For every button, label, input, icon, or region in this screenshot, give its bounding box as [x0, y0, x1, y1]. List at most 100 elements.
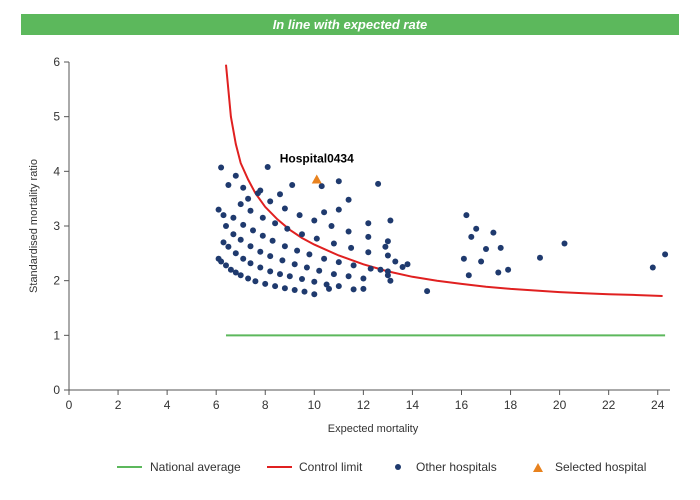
other-hospital-point — [662, 251, 669, 258]
legend-selected-hospital-label: Selected hospital — [555, 460, 646, 474]
other-hospital-point — [299, 231, 305, 238]
other-hospital-point — [345, 228, 352, 235]
other-hospital-point — [365, 220, 372, 227]
other-hospital-point — [311, 278, 318, 285]
x-tick-label: 14 — [406, 398, 420, 412]
other-hospital-point — [299, 276, 305, 282]
other-hospital-point — [227, 266, 234, 273]
y-ticks: 0 1 2 3 4 5 6 — [53, 55, 69, 397]
x-tick-label: 4 — [164, 398, 171, 412]
other-hospital-point — [247, 260, 254, 267]
legend-item-selected-hospital: Selected hospital — [533, 460, 646, 474]
x-tick-label: 20 — [553, 398, 567, 412]
other-hospital-point — [262, 280, 269, 287]
other-hospital-point — [463, 212, 470, 219]
x-tick-label: 8 — [262, 398, 269, 412]
legend-other-hospitals-label: Other hospitals — [416, 460, 497, 474]
other-hospital-point — [365, 233, 372, 240]
other-hospital-point — [460, 255, 467, 262]
other-hospital-point — [326, 285, 332, 292]
control-limit-layer — [225, 64, 663, 297]
other-hospital-point — [303, 264, 310, 271]
other-hospital-point — [289, 182, 296, 188]
other-hospital-point — [240, 255, 247, 262]
other-hospital-point — [316, 267, 323, 274]
other-hospital-point — [392, 258, 399, 265]
other-hospital-point — [230, 231, 237, 238]
other-hospital-point — [291, 261, 298, 268]
y-tick-label: 6 — [53, 55, 60, 69]
selected-hospital-label: Hospital0434 — [280, 152, 354, 166]
other-hospital-point — [257, 264, 264, 271]
other-hospital-point — [404, 261, 411, 268]
other-hospital-point — [365, 249, 372, 256]
other-hospital-point — [483, 246, 489, 252]
other-hospital-point — [267, 198, 274, 205]
other-hospital-point — [384, 272, 391, 279]
other-hospital-point — [281, 243, 288, 250]
legend-other-hospitals-swatch — [395, 464, 401, 470]
other-hospital-point — [247, 207, 254, 214]
other-hospital-point — [272, 220, 279, 227]
other-hospital-point — [468, 233, 475, 240]
x-ticks: 0 2 4 6 8 10 12 14 16 18 20 22 24 — [66, 390, 665, 412]
other-hospital-point — [345, 273, 352, 280]
selected-hospital-marker — [311, 174, 322, 184]
y-tick-label: 4 — [53, 164, 60, 178]
other-hospital-point — [225, 243, 232, 250]
y-tick-label: 5 — [53, 110, 60, 124]
legend-national-average-label: National average — [150, 460, 241, 474]
other-hospital-point — [259, 232, 266, 239]
other-hospital-point — [264, 164, 271, 170]
legend-control-limit-label: Control limit — [299, 460, 363, 474]
other-hospital-point — [424, 288, 431, 295]
other-hospital-point — [257, 187, 264, 194]
x-tick-label: 22 — [602, 398, 616, 412]
other-hospital-point — [272, 283, 279, 290]
other-hospital-point — [335, 206, 342, 213]
other-hospital-point — [399, 264, 406, 270]
y-tick-label: 3 — [53, 219, 60, 233]
other-hospital-point — [269, 237, 276, 244]
x-tick-label: 10 — [308, 398, 322, 412]
other-hospital-point — [237, 272, 244, 279]
other-hospital-point — [348, 244, 355, 251]
other-hospital-point — [382, 243, 389, 250]
x-tick-label: 12 — [357, 398, 371, 412]
other-hospital-point — [225, 182, 232, 188]
legend: National average Control limit Other hos… — [117, 460, 646, 474]
other-hospital-point — [328, 223, 335, 229]
other-hospital-point — [250, 227, 256, 234]
x-tick-label: 2 — [115, 398, 122, 412]
other-hospital-point — [232, 269, 239, 276]
other-hospital-point — [360, 275, 367, 282]
other-hospital-point — [245, 275, 252, 282]
other-hospital-point — [350, 286, 357, 293]
other-hospital-point — [649, 264, 656, 271]
other-hospital-point — [279, 257, 286, 264]
other-hospital-point — [252, 278, 259, 285]
other-hospital-point — [490, 229, 497, 236]
other-hospital-point — [318, 183, 325, 190]
other-hospital-point — [360, 285, 367, 292]
other-hospital-point — [321, 255, 328, 262]
selected-hospital-layer: Hospital0434 — [280, 152, 354, 184]
other-hospital-point — [240, 221, 247, 228]
control-limit-line — [225, 64, 663, 297]
other-hospital-point — [384, 238, 391, 245]
other-hospital-point — [245, 195, 252, 202]
other-hospital-point — [281, 205, 288, 212]
other-hospital-point — [330, 240, 337, 247]
status-banner: In line with expected rate — [21, 14, 679, 35]
other-hospital-point — [311, 291, 318, 298]
other-hospital-point — [301, 288, 308, 295]
other-hospital-point — [311, 217, 318, 224]
other-hospital-point — [218, 164, 225, 171]
other-hospital-point — [367, 265, 374, 272]
other-hospital-point — [345, 196, 352, 203]
other-hospital-point — [296, 212, 303, 219]
other-hospital-point — [259, 214, 266, 221]
x-axis-label: Expected mortality — [328, 423, 419, 435]
other-hospital-point — [537, 254, 543, 261]
other-hospital-point — [232, 172, 239, 179]
